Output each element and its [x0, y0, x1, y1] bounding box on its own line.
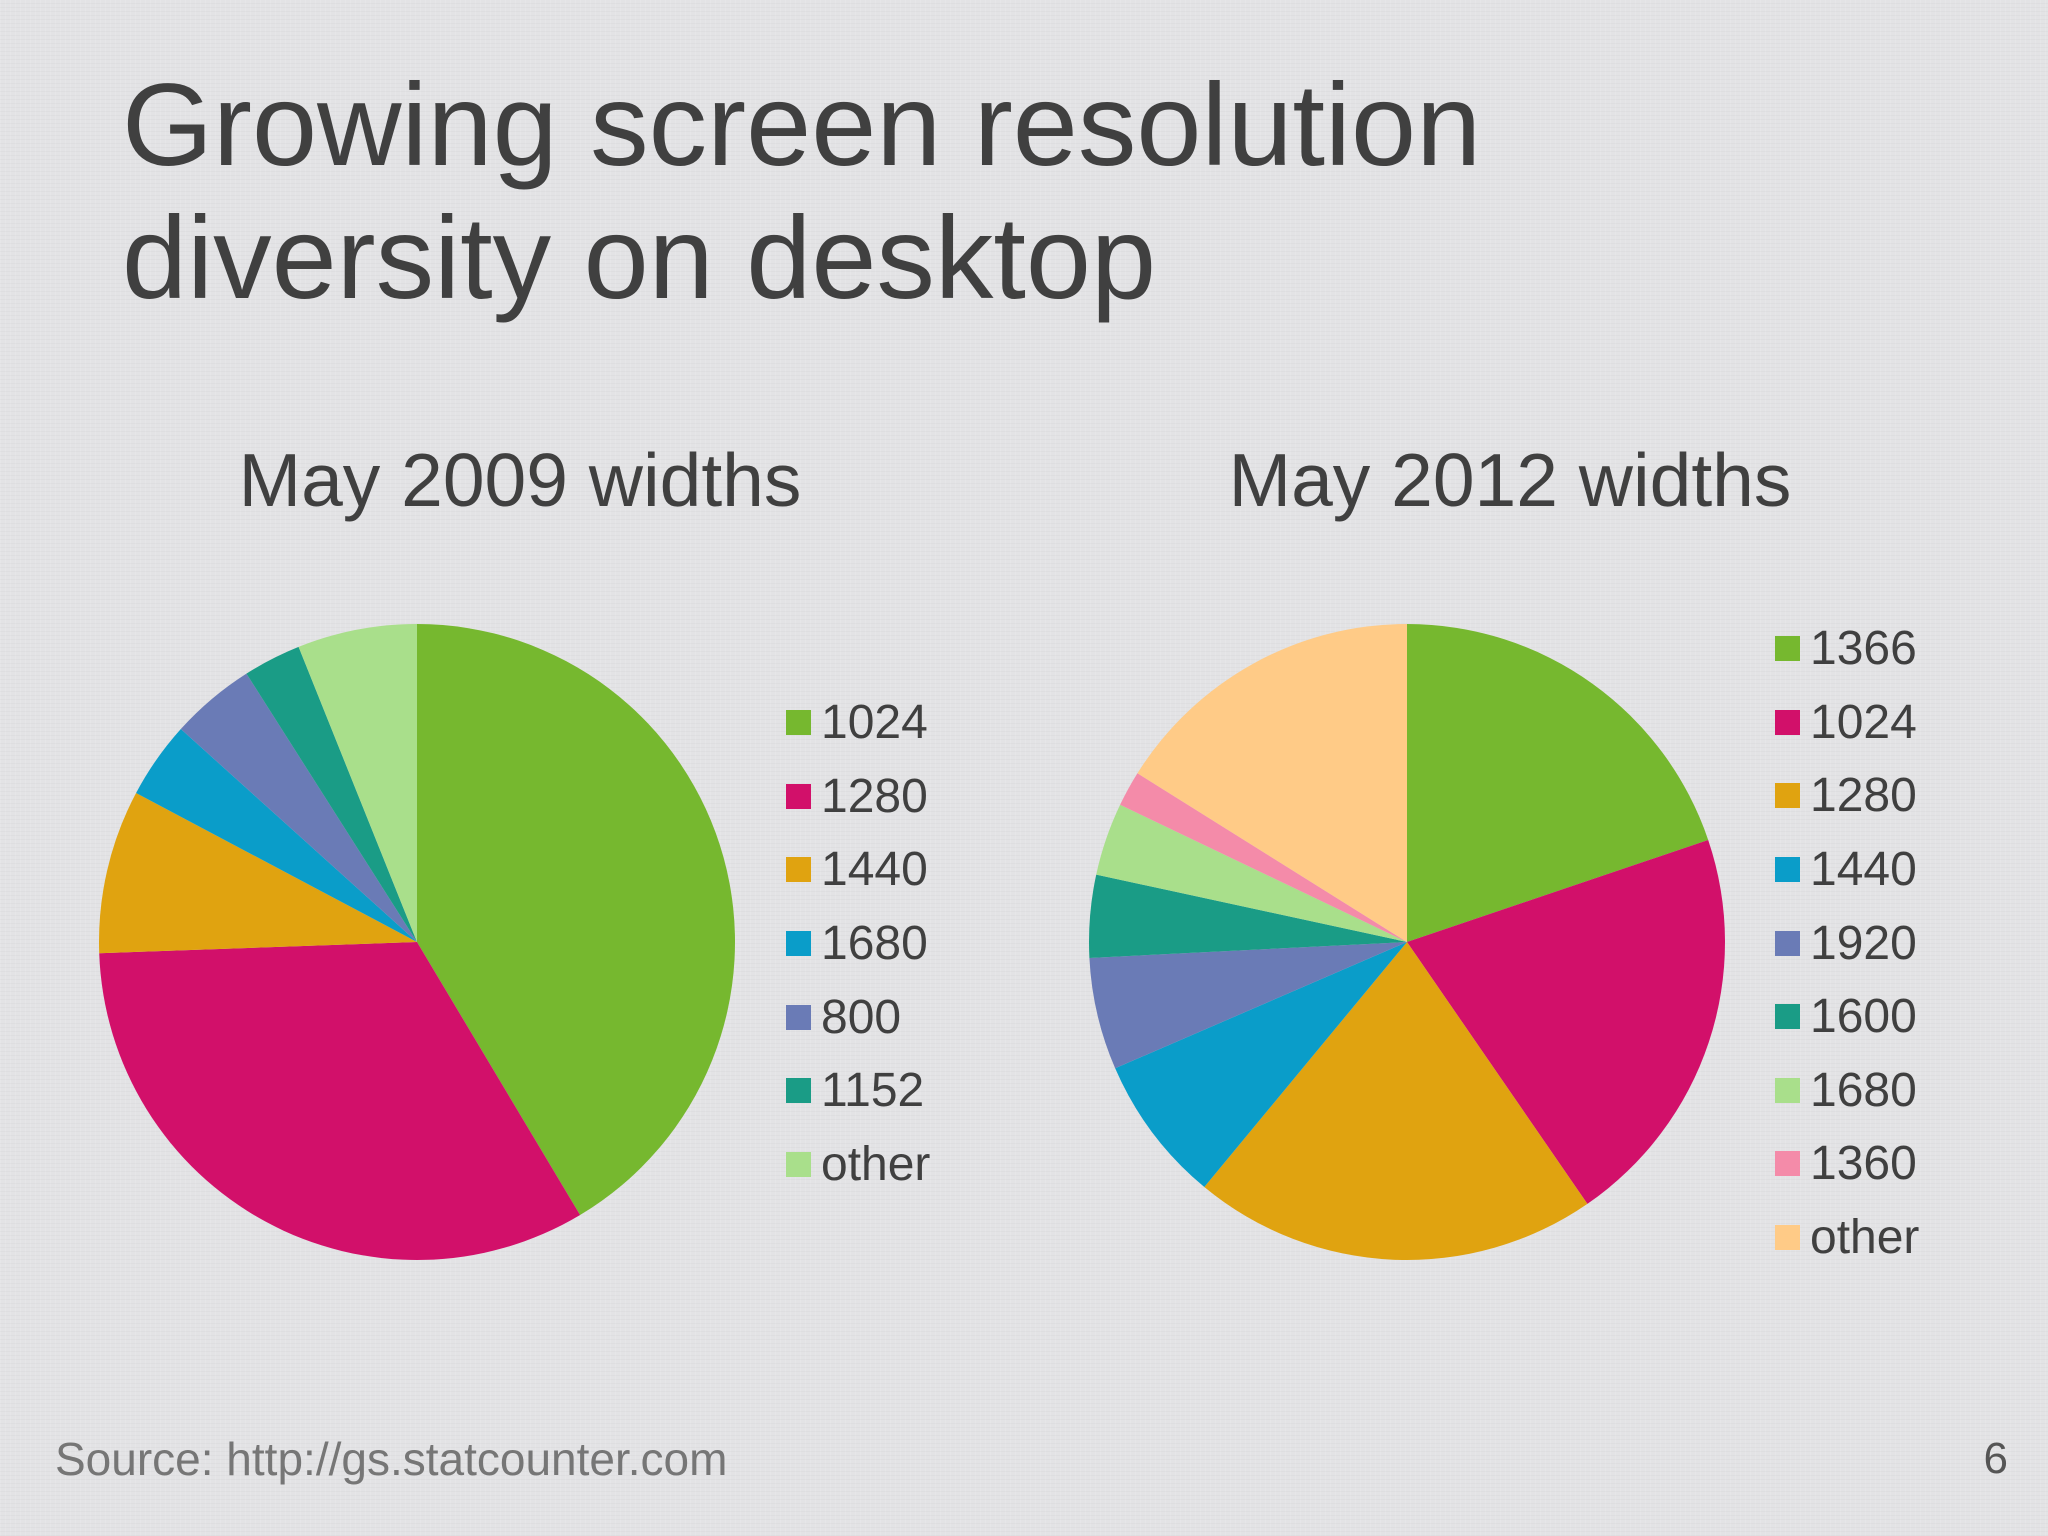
pie-slice-1680: [1096, 804, 1407, 942]
pie-slice-1440: [1115, 942, 1407, 1188]
pie-slice-1024: [417, 624, 736, 1215]
pie-chart-2009: [99, 624, 736, 1260]
legend-swatch-other: [1775, 1225, 1800, 1251]
legend-item-1280: 1280: [1775, 759, 1919, 833]
legend-label: 1024: [1810, 695, 1917, 749]
legend-swatch-1440: [1775, 857, 1800, 883]
legend-item-800: 800: [786, 980, 930, 1054]
pie-slice-1366: [1407, 624, 1709, 942]
legend-label: 1360: [1810, 1137, 1917, 1191]
legend-swatch-1680: [1775, 1077, 1800, 1103]
legend-item-1920: 1920: [1775, 906, 1919, 980]
page-number: 6: [1983, 1434, 2008, 1483]
legend-swatch-1024: [1775, 709, 1800, 735]
legend-label: 1280: [821, 769, 928, 823]
legend-item-other: other: [786, 1128, 930, 1202]
legend-item-other: other: [1775, 1201, 1919, 1275]
legend-item-1024: 1024: [1775, 686, 1919, 760]
pie-slice-1680: [136, 729, 417, 942]
source-credit: Source: http://gs.statcounter.com: [55, 1433, 728, 1485]
slide-title: Growing screen resolution diversity on d…: [122, 58, 1922, 324]
legend-label: 1600: [1810, 990, 1917, 1044]
legend-item-1680: 1680: [786, 907, 930, 981]
legend-label: 1024: [821, 696, 928, 750]
legend-swatch-1440: [786, 857, 811, 883]
legend-label: 1280: [1810, 769, 1917, 823]
pie-slice-other: [298, 624, 417, 942]
legend-item-1280: 1280: [786, 760, 930, 834]
legend-label: 1920: [1810, 916, 1917, 970]
pie-slice-800: [180, 673, 417, 942]
legend-label: 1366: [1810, 622, 1917, 676]
legend-swatch-1920: [1775, 930, 1800, 956]
pie-slice-1920: [1089, 942, 1407, 1069]
legend-label: 1440: [821, 843, 928, 897]
legend-label: 800: [821, 990, 902, 1044]
legend-item-1680: 1680: [1775, 1054, 1919, 1128]
legend-item-1440: 1440: [786, 833, 930, 907]
legend-item-1440: 1440: [1775, 833, 1919, 907]
legend-label: 1680: [1810, 1063, 1917, 1117]
legend-2012: 1366 1024 1280 1440 1920 1600 1680 1360 other: [1775, 612, 1919, 1274]
legend-swatch-1600: [1775, 1004, 1800, 1030]
legend-item-1366: 1366: [1775, 612, 1919, 686]
legend-swatch-other: [786, 1151, 811, 1177]
legend-swatch-1024: [786, 710, 811, 736]
chart-title-2009: May 2009 widths: [238, 438, 802, 522]
legend-label: other: [821, 1137, 931, 1191]
pie-chart-2012: [1088, 624, 1726, 1260]
pie-slice-other: [1137, 624, 1407, 942]
slide-title-line-1: Growing screen resolution: [122, 59, 1482, 190]
legend-item-1024: 1024: [786, 686, 930, 760]
legend-swatch-1360: [1775, 1151, 1800, 1177]
pie-slice-1280: [1204, 942, 1588, 1260]
legend-item-1600: 1600: [1775, 980, 1919, 1054]
pie-slice-1024: [1407, 839, 1726, 1204]
pie-slice-1152: [246, 646, 417, 942]
slide-title-line-2: diversity on desktop: [122, 192, 1157, 323]
legend-label: 1440: [1810, 843, 1917, 897]
pie-slice-1600: [1088, 874, 1407, 958]
legend-item-1152: 1152: [786, 1054, 930, 1128]
legend-swatch-1366: [1775, 636, 1800, 662]
legend-2009: 1024 1280 1440 1680 800 1152 other: [786, 686, 930, 1201]
chart-title-2012: May 2012 widths: [1228, 438, 1792, 522]
legend-swatch-1680: [786, 931, 811, 957]
legend-swatch-1280: [786, 783, 811, 809]
pie-slice-1280: [99, 942, 581, 1260]
legend-label: 1152: [821, 1064, 925, 1118]
legend-label: other: [1810, 1211, 1920, 1265]
legend-item-1360: 1360: [1775, 1127, 1919, 1201]
legend-swatch-800: [786, 1004, 811, 1030]
pie-slice-1360: [1120, 773, 1407, 942]
pie-slice-1440: [99, 792, 417, 954]
legend-swatch-1280: [1775, 783, 1800, 809]
legend-swatch-1152: [786, 1078, 811, 1104]
legend-label: 1680: [821, 917, 928, 971]
